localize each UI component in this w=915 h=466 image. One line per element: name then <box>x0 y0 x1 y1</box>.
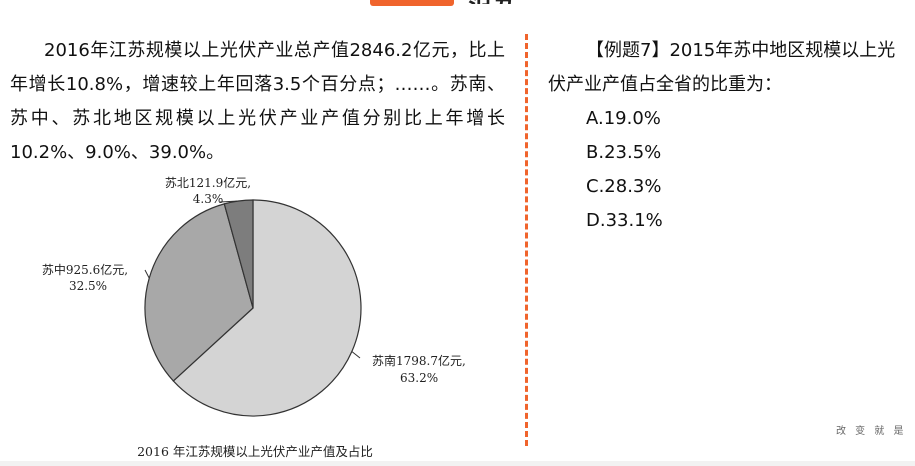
option-d[interactable]: D.33.1% <box>586 210 663 231</box>
bottom-band <box>0 461 915 466</box>
slice-label-suzhong-text: 苏中925.6亿元, <box>42 262 128 277</box>
option-b[interactable]: B.23.5% <box>586 142 662 163</box>
pie-chart: 苏北121.9亿元, 4.3% 苏中925.6亿元, 32.5% 苏南1798.… <box>42 175 466 459</box>
top-orange-tab <box>370 0 454 6</box>
slice-label-sunan-text: 苏南1798.7亿元, <box>372 353 466 368</box>
slice-label-suzhong: 苏中925.6亿元, 32.5% <box>42 262 128 293</box>
slice-label-subei: 苏北121.9亿元, 4.3% <box>165 175 251 206</box>
dashed-divider <box>525 34 528 446</box>
slice-label-suzhong-percent: 32.5% <box>69 279 107 293</box>
option-c[interactable]: C.28.3% <box>586 176 662 197</box>
answer-options: A.19.0% B.23.5% C.28.3% D.33.1% <box>548 102 908 238</box>
slice-label-sunan: 苏南1798.7亿元, 63.2% <box>372 353 466 385</box>
pie-slices <box>144 199 362 417</box>
corner-note: 改 变 就 是 <box>836 426 907 437</box>
leader-line-subei <box>219 200 239 203</box>
question-stem: 【例题7】2015年苏中地区规模以上光伏产业产值占全省的比重为： <box>548 40 896 95</box>
pie-slice-subei <box>223 199 254 309</box>
material-passage: 2016年江苏规模以上光伏产业总产值2846.2亿元，比上年增长10.8%，增速… <box>10 40 505 163</box>
pie-leader-lines <box>144 200 361 359</box>
top-title-fragment: 范五 <box>468 0 516 4</box>
leader-line-suzhong <box>144 269 150 279</box>
slice-label-sunan-percent: 63.2% <box>400 371 438 385</box>
slice-label-subei-percent: 4.3% <box>193 192 224 206</box>
leader-line-sunan <box>351 351 361 359</box>
question-panel: 【例题7】2015年苏中地区规模以上光伏产业产值占全省的比重为： A.19.0%… <box>548 34 908 238</box>
chart-title: 2016 年江苏规模以上光伏产业产值及占比 <box>137 444 373 459</box>
option-a[interactable]: A.19.0% <box>586 108 661 129</box>
slice-label-subei-text: 苏北121.9亿元, <box>165 175 251 190</box>
